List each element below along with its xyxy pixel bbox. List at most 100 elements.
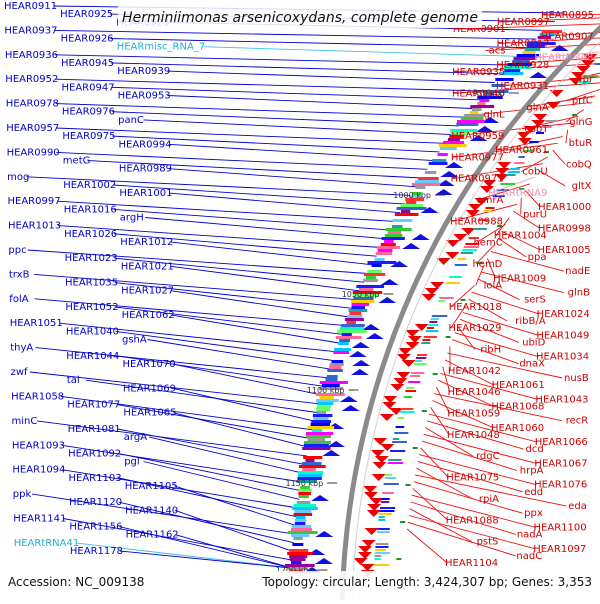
leader-line: [173, 413, 309, 448]
gene-label-right: prfC: [572, 95, 593, 106]
reverse-strand-arrow: [398, 348, 412, 355]
feature-block: [455, 264, 468, 266]
feature-block: [375, 546, 388, 548]
feature-block: [291, 534, 309, 537]
feature-block: [294, 537, 303, 540]
genome-summary-text: Topology: circular; Length: 3,424,307 bp…: [261, 575, 592, 589]
feature-block: [396, 426, 405, 428]
feature-tracks: [285, 30, 600, 577]
feature-block: [418, 177, 439, 180]
feature-block: [406, 201, 416, 204]
forward-strand-arrow: [352, 360, 370, 366]
forward-strand-arrow: [349, 351, 367, 357]
feature-block: [289, 555, 307, 558]
feature-block: [368, 261, 397, 264]
feature-block: [295, 510, 312, 513]
feature-block: [464, 114, 484, 117]
feature-block: [326, 378, 338, 381]
reverse-strand-arrow: [373, 462, 387, 469]
feature-block: [390, 450, 405, 452]
feature-block: [382, 492, 394, 494]
feature-block: [296, 516, 306, 519]
gene-label-right: hemD: [472, 259, 502, 270]
feature-block: [304, 441, 331, 444]
feature-block: [349, 309, 368, 312]
gene-label-right: dnaX: [519, 359, 545, 370]
gene-label-right: recR: [566, 416, 589, 427]
gene-label-left: HEAR1013: [8, 221, 61, 232]
gene-label-left: folA: [9, 294, 28, 305]
gene-label-right: HEAR0988: [450, 216, 503, 227]
feature-block: [397, 207, 427, 210]
feature-block: [317, 402, 333, 405]
feature-block: [474, 228, 487, 230]
feature-block: [333, 351, 349, 354]
gene-label-left: HEAR0926: [61, 34, 114, 45]
feature-block: [416, 186, 426, 189]
feature-block: [306, 435, 331, 438]
feature-block: [508, 171, 520, 173]
feature-block: [417, 354, 427, 356]
gene-label-left: trxB: [9, 269, 30, 280]
feature-block: [457, 120, 485, 123]
gene-label-right: HEAR1088: [446, 515, 499, 526]
feature-block: [392, 441, 407, 443]
reverse-strand-arrow: [360, 564, 374, 571]
leader-line: [407, 529, 447, 563]
reverse-strand-arrow: [364, 492, 378, 499]
feature-block: [332, 360, 344, 363]
feature-block: [377, 531, 390, 533]
feature-block: [449, 276, 462, 278]
feature-block: [313, 414, 333, 417]
gene-label-right: hemC: [473, 238, 502, 249]
feature-block: [294, 513, 313, 516]
gene-label-left: HEAR1012: [120, 237, 173, 248]
reverse-strand-arrow: [367, 504, 381, 511]
ruler-label: 1150 kbp: [285, 479, 323, 488]
gene-label-left: HEAR1141: [13, 514, 66, 525]
position-marker: [461, 299, 466, 301]
feature-block: [316, 408, 330, 411]
leader-line: [175, 535, 291, 568]
gene-label-right: HEAR0977: [451, 152, 504, 163]
feature-block: [458, 258, 467, 260]
gene-label-left: HEAR1162: [126, 530, 179, 541]
gene-label-left: minC: [12, 416, 38, 427]
feature-block: [529, 141, 538, 143]
feature-block: [446, 282, 460, 284]
gene-label-left: HEAR0952: [5, 74, 58, 85]
feature-block: [291, 528, 312, 531]
reverse-strand-arrow: [373, 438, 387, 445]
forward-strand-arrow: [342, 405, 360, 411]
leader-line: [203, 47, 519, 57]
reverse-strand-arrow: [550, 90, 564, 97]
gene-label-right: nadA: [517, 530, 543, 541]
feature-block: [462, 249, 477, 251]
reverse-strand-arrow: [408, 336, 422, 343]
gene-label-left: metG: [63, 156, 91, 167]
feature-block: [398, 417, 404, 419]
feature-block: [306, 432, 333, 435]
reverse-strand-arrow: [358, 546, 372, 553]
feature-block: [486, 207, 495, 209]
feature-block: [393, 438, 399, 440]
reverse-strand-arrow: [533, 114, 547, 121]
gene-label-right: HEAR1075: [446, 473, 499, 484]
feature-block: [424, 336, 437, 338]
feature-block: [312, 429, 323, 432]
feature-block: [382, 237, 405, 240]
gene-label-right: lolA: [484, 280, 503, 291]
feature-block: [295, 522, 306, 525]
reverse-strand-arrow: [405, 330, 419, 337]
feature-block: [352, 306, 366, 309]
feature-block: [376, 252, 392, 255]
gene-label-right: hrpA: [520, 466, 544, 477]
feature-block: [392, 225, 403, 228]
gene-label-left: HEAR0989: [119, 164, 172, 175]
feature-block: [401, 210, 410, 213]
feature-block: [376, 543, 389, 545]
feature-block: [287, 552, 313, 555]
gene-label-left: ppc: [8, 245, 26, 256]
